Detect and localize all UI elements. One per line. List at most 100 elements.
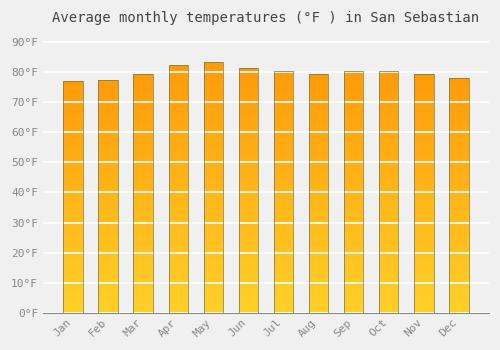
Bar [309, 258, 328, 259]
Bar [204, 286, 223, 288]
Bar [309, 280, 328, 282]
Bar [204, 99, 223, 101]
Bar [414, 279, 434, 280]
Bar [134, 174, 152, 175]
Bar [98, 214, 117, 215]
Bar [134, 240, 152, 241]
Bar [204, 62, 223, 313]
Bar [309, 74, 328, 313]
Bar [63, 295, 82, 296]
Bar [63, 114, 82, 115]
Bar [98, 80, 117, 81]
Bar [309, 175, 328, 176]
Bar [344, 211, 364, 212]
Bar [274, 78, 293, 79]
Bar [450, 299, 468, 300]
Bar [344, 248, 364, 250]
Bar [414, 255, 434, 257]
Bar [238, 184, 258, 185]
Bar [379, 84, 398, 85]
Bar [344, 309, 364, 310]
Bar [309, 300, 328, 301]
Bar [134, 222, 152, 223]
Bar [134, 85, 152, 86]
Bar [450, 207, 468, 208]
Bar [98, 240, 117, 241]
Bar [379, 128, 398, 129]
Bar [344, 100, 364, 101]
Bar [274, 282, 293, 284]
Bar [414, 169, 434, 170]
Bar [63, 123, 82, 124]
Bar [134, 225, 152, 227]
Bar [274, 79, 293, 81]
Bar [274, 145, 293, 146]
Bar [274, 258, 293, 259]
Bar [379, 110, 398, 111]
Bar [450, 269, 468, 271]
Bar [63, 246, 82, 247]
Bar [98, 116, 117, 117]
Bar [414, 138, 434, 139]
Bar [379, 252, 398, 253]
Bar [414, 259, 434, 260]
Bar [344, 252, 364, 253]
Bar [204, 132, 223, 133]
Bar [63, 154, 82, 155]
Bar [274, 285, 293, 286]
Bar [168, 102, 188, 103]
Bar [238, 175, 258, 177]
Bar [450, 96, 468, 97]
Bar [238, 89, 258, 90]
Bar [274, 238, 293, 239]
Bar [63, 222, 82, 224]
Bar [450, 259, 468, 260]
Bar [98, 203, 117, 204]
Bar [98, 160, 117, 161]
Bar [450, 160, 468, 161]
Bar [238, 290, 258, 292]
Bar [344, 75, 364, 76]
Bar [98, 127, 117, 129]
Bar [309, 113, 328, 114]
Bar [238, 187, 258, 188]
Bar [168, 133, 188, 134]
Bar [344, 274, 364, 275]
Bar [204, 191, 223, 192]
Bar [450, 184, 468, 185]
Bar [274, 219, 293, 221]
Bar [450, 188, 468, 190]
Bar [274, 246, 293, 247]
Bar [414, 99, 434, 100]
Bar [450, 158, 468, 159]
Bar [274, 200, 293, 201]
Bar [309, 204, 328, 205]
Bar [134, 78, 152, 80]
Bar [309, 127, 328, 129]
Bar [238, 139, 258, 140]
Bar [379, 201, 398, 203]
Bar [168, 69, 188, 70]
Bar [204, 130, 223, 131]
Bar [309, 191, 328, 192]
Bar [238, 96, 258, 97]
Bar [98, 286, 117, 287]
Bar [134, 138, 152, 139]
Bar [309, 143, 328, 144]
Bar [238, 253, 258, 254]
Bar [204, 182, 223, 183]
Bar [450, 195, 468, 197]
Bar [168, 202, 188, 204]
Bar [238, 74, 258, 75]
Bar [344, 307, 364, 308]
Bar [134, 144, 152, 146]
Bar [204, 206, 223, 207]
Bar [309, 88, 328, 89]
Bar [63, 126, 82, 127]
Bar [414, 241, 434, 242]
Bar [63, 307, 82, 308]
Bar [379, 195, 398, 197]
Bar [450, 301, 468, 302]
Bar [238, 226, 258, 227]
Bar [238, 278, 258, 280]
